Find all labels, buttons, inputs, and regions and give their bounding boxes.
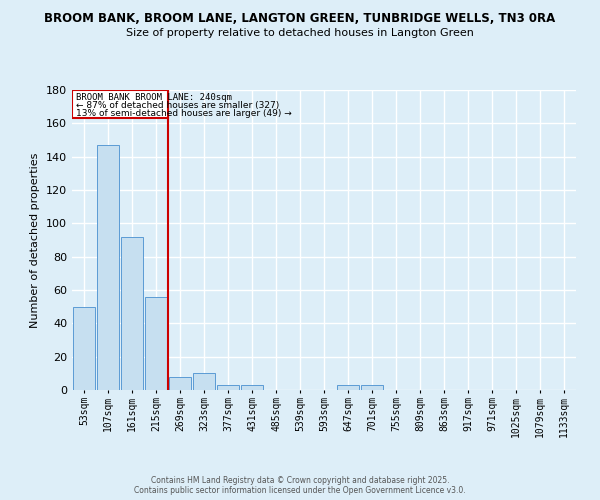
Text: ← 87% of detached houses are smaller (327): ← 87% of detached houses are smaller (32… bbox=[76, 101, 279, 110]
Bar bbox=[169, 376, 191, 390]
Text: 13% of semi-detached houses are larger (49) →: 13% of semi-detached houses are larger (… bbox=[76, 109, 292, 118]
Bar bbox=[145, 296, 167, 390]
Text: BROOM BANK BROOM LANE: 240sqm: BROOM BANK BROOM LANE: 240sqm bbox=[76, 92, 232, 102]
Bar bbox=[73, 306, 95, 390]
Bar bbox=[193, 374, 215, 390]
Text: Size of property relative to detached houses in Langton Green: Size of property relative to detached ho… bbox=[126, 28, 474, 38]
Bar bbox=[217, 385, 239, 390]
Bar bbox=[241, 385, 263, 390]
Bar bbox=[361, 385, 383, 390]
Bar bbox=[97, 145, 119, 390]
Y-axis label: Number of detached properties: Number of detached properties bbox=[31, 152, 40, 328]
Text: BROOM BANK, BROOM LANE, LANGTON GREEN, TUNBRIDGE WELLS, TN3 0RA: BROOM BANK, BROOM LANE, LANGTON GREEN, T… bbox=[44, 12, 556, 26]
Bar bbox=[337, 385, 359, 390]
Bar bbox=[72, 90, 168, 118]
Text: Contains HM Land Registry data © Crown copyright and database right 2025.
Contai: Contains HM Land Registry data © Crown c… bbox=[134, 476, 466, 495]
Bar bbox=[121, 236, 143, 390]
